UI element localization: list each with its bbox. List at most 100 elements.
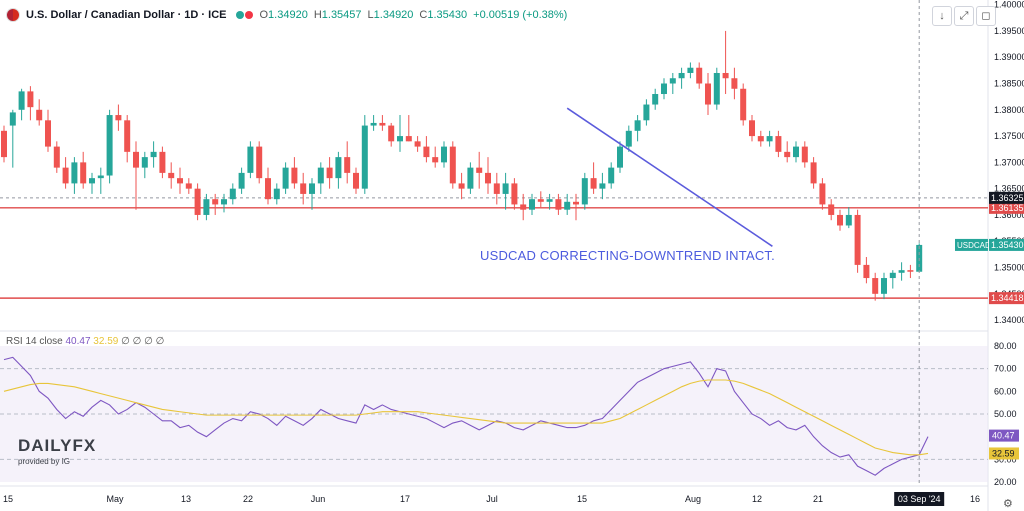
candle-body bbox=[678, 72, 685, 79]
candle-body bbox=[872, 278, 879, 294]
candle bbox=[388, 122, 395, 147]
symbol-title[interactable]: U.S. Dollar / Canadian Dollar · 1D · ICE bbox=[26, 9, 227, 21]
rsi-legend[interactable]: RSI 14 close 40.47 32.59 ∅ ∅ ∅ ∅ bbox=[6, 336, 164, 347]
candle-body bbox=[185, 183, 192, 189]
candle-body bbox=[203, 199, 210, 215]
candle bbox=[705, 72, 711, 116]
candle bbox=[203, 193, 210, 221]
candle-body bbox=[309, 183, 315, 194]
candle bbox=[115, 104, 122, 131]
maximize-icon[interactable]: ◻ bbox=[976, 6, 996, 26]
candle bbox=[493, 172, 500, 205]
candle-body bbox=[537, 199, 544, 202]
chart-annotation: USDCAD CORRECTING-DOWNTREND INTACT. bbox=[480, 248, 775, 263]
candle bbox=[634, 115, 641, 142]
candle bbox=[282, 162, 289, 194]
candle-body bbox=[625, 130, 632, 147]
candle-body bbox=[837, 214, 843, 226]
logo-brand: DAILYFX bbox=[18, 436, 97, 455]
cursor-date-label: 03 Sep '24 bbox=[898, 494, 941, 504]
candle-body bbox=[590, 178, 597, 189]
price-tick-label: 1.38500 bbox=[994, 79, 1024, 89]
time-tick-label: 15 bbox=[577, 494, 587, 504]
candle bbox=[907, 264, 914, 279]
candle-body bbox=[573, 201, 579, 205]
candle bbox=[133, 141, 139, 210]
candle bbox=[80, 151, 87, 189]
price-tick-label: 1.36500 bbox=[994, 184, 1024, 194]
candle bbox=[45, 109, 51, 152]
candle bbox=[265, 167, 271, 205]
candle bbox=[221, 193, 227, 213]
candle-body bbox=[467, 167, 474, 189]
candle-body bbox=[89, 178, 95, 184]
candle-body bbox=[414, 141, 421, 147]
candle bbox=[62, 157, 69, 189]
candle bbox=[757, 130, 764, 147]
price-tick-label: 1.37500 bbox=[994, 131, 1024, 141]
candle-body bbox=[749, 120, 755, 137]
candle bbox=[722, 30, 729, 95]
candle bbox=[731, 67, 738, 100]
candle bbox=[309, 178, 315, 210]
candle-body bbox=[740, 88, 747, 121]
candle-body bbox=[423, 146, 430, 158]
last-price-tag bbox=[989, 238, 1024, 251]
candle bbox=[872, 272, 879, 301]
cursor-date-tag bbox=[894, 492, 945, 506]
candle bbox=[18, 88, 25, 121]
candle bbox=[696, 62, 703, 89]
candle-body bbox=[485, 172, 491, 184]
candle-body bbox=[705, 83, 711, 105]
flag-icon bbox=[6, 8, 20, 22]
fullscreen-icon[interactable]: ⤢ bbox=[954, 6, 974, 26]
candle bbox=[854, 209, 861, 273]
candle-body bbox=[854, 214, 861, 265]
candle bbox=[353, 167, 359, 194]
time-tick-label: May bbox=[106, 494, 124, 504]
candle-body bbox=[256, 146, 263, 179]
price-tick-label: 1.34000 bbox=[994, 315, 1024, 325]
candle-body bbox=[265, 178, 271, 200]
candle bbox=[397, 115, 403, 152]
ohlc-low: L1.34920 bbox=[367, 9, 414, 21]
time-tick-label: 15 bbox=[3, 494, 13, 504]
candle bbox=[449, 141, 456, 189]
candle-body bbox=[238, 172, 245, 189]
candle-body bbox=[344, 157, 351, 173]
ohlc-change: +0.00519 (+0.38%) bbox=[473, 9, 568, 21]
candle-body bbox=[36, 109, 43, 121]
candle bbox=[881, 272, 887, 300]
candle-body bbox=[476, 167, 483, 173]
candle bbox=[441, 141, 447, 168]
candle-body bbox=[546, 199, 553, 202]
candle-body bbox=[300, 183, 307, 194]
price-tick-label: 1.40000 bbox=[994, 0, 1024, 10]
candle bbox=[793, 141, 799, 163]
candle-body bbox=[696, 67, 703, 84]
candle-body bbox=[405, 136, 412, 142]
rsi-extra: ∅ ∅ ∅ ∅ bbox=[121, 336, 165, 347]
time-tick-label: 21 bbox=[813, 494, 823, 504]
candle bbox=[256, 141, 263, 184]
candle bbox=[89, 172, 95, 194]
candle bbox=[291, 157, 298, 189]
status-dot-icon bbox=[245, 11, 254, 19]
settings-gear-icon[interactable]: ⚙ bbox=[1003, 498, 1013, 510]
candle bbox=[361, 115, 368, 194]
candle-body bbox=[669, 78, 676, 84]
rsi-title: RSI 14 close bbox=[6, 336, 63, 347]
status-dot-icon bbox=[236, 11, 245, 19]
candle bbox=[775, 130, 782, 158]
candle bbox=[27, 86, 34, 121]
candle-body bbox=[766, 136, 773, 142]
candle bbox=[687, 62, 694, 79]
candle-body bbox=[801, 146, 808, 163]
time-tick-label: Aug bbox=[685, 494, 701, 504]
rsi-tick-label: 60.00 bbox=[994, 386, 1017, 396]
candle-body bbox=[617, 146, 623, 168]
price-level-tag bbox=[989, 292, 1024, 305]
candle bbox=[810, 157, 817, 189]
scroll-down-icon[interactable]: ↓ bbox=[932, 6, 952, 26]
